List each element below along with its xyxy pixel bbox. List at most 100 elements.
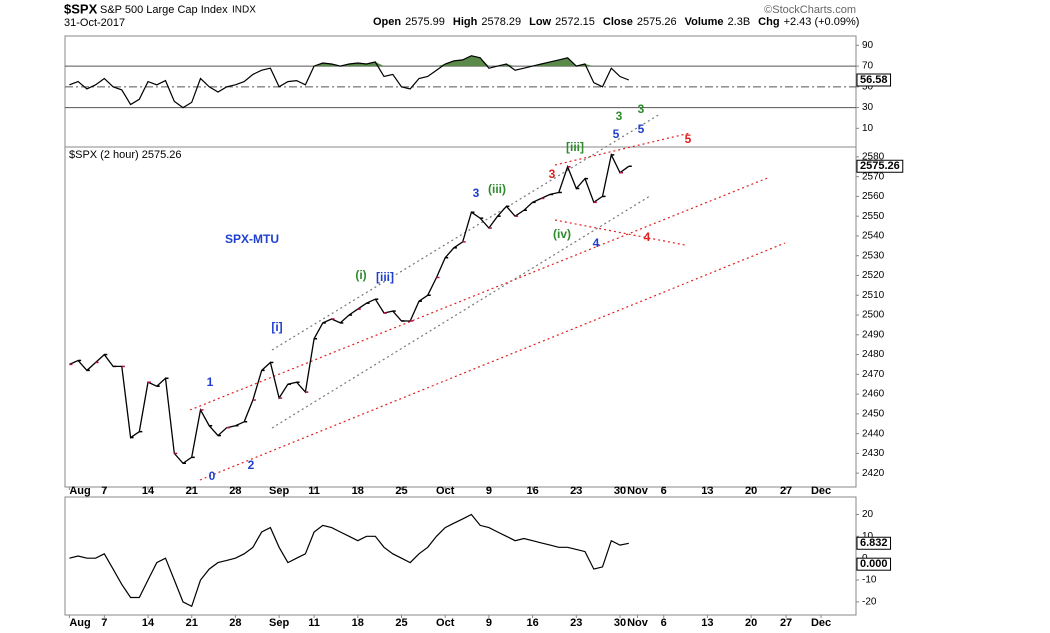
quote-value: 2575.99 bbox=[405, 16, 445, 28]
x-tick-label: Sep bbox=[269, 617, 289, 629]
quote-label: Close bbox=[603, 16, 633, 28]
quote-value: 2578.29 bbox=[481, 16, 521, 28]
x-tick-label: 21 bbox=[186, 485, 198, 497]
oscillator-panel bbox=[64, 496, 857, 616]
trend-line bbox=[189, 176, 771, 411]
copyright: ©StockCharts.com bbox=[764, 4, 856, 16]
wave-label: [iii] bbox=[376, 270, 394, 284]
wave-label: 2 bbox=[248, 458, 255, 472]
x-tick-label: 16 bbox=[526, 617, 538, 629]
wave-label: 5 bbox=[638, 122, 645, 136]
x-tick-label: Nov bbox=[627, 485, 649, 497]
y-tick-label: 10 bbox=[862, 123, 874, 134]
x-tick-label: 23 bbox=[570, 617, 582, 629]
x-tick-label: Aug bbox=[69, 617, 90, 629]
x-tick-label: 27 bbox=[780, 485, 792, 497]
x-tick-label: 9 bbox=[486, 617, 492, 629]
x-tick-label: 16 bbox=[526, 485, 538, 497]
quote-label: Chg bbox=[758, 16, 779, 28]
y-tick-label: 2510 bbox=[862, 290, 885, 301]
x-tick-label: 23 bbox=[570, 485, 582, 497]
y-tick-label: 2560 bbox=[862, 191, 885, 202]
x-tick-label: Oct bbox=[436, 485, 455, 497]
x-tick-label: Oct bbox=[436, 617, 455, 629]
symbol: $SPX bbox=[64, 1, 98, 16]
trend-line bbox=[271, 113, 661, 351]
y-tick-label: 90 bbox=[862, 40, 874, 51]
last-value-label: 2575.26 bbox=[860, 160, 900, 172]
x-tick-label: 20 bbox=[745, 485, 757, 497]
x-tick-label: 30 bbox=[614, 617, 626, 629]
x-tick-label: 28 bbox=[229, 485, 241, 497]
price-panel bbox=[64, 146, 857, 488]
last-value-label-box bbox=[856, 73, 892, 87]
quote-label: Low bbox=[529, 16, 551, 28]
date: 31-Oct-2017 bbox=[64, 17, 125, 29]
legend: $SPX (2 hour) 2575.26 bbox=[69, 149, 182, 161]
y-tick-label: 30 bbox=[862, 102, 874, 113]
wave-label: [i] bbox=[271, 320, 282, 334]
series-line bbox=[69, 55, 630, 109]
y-tick-label: 2500 bbox=[862, 310, 885, 321]
y-tick-label: 2480 bbox=[862, 349, 885, 360]
y-tick-label: 50 bbox=[862, 81, 874, 92]
x-tick-label: 13 bbox=[701, 617, 713, 629]
x-tick-label: 11 bbox=[308, 485, 320, 497]
last-value-label: 56.58 bbox=[860, 74, 888, 86]
y-tick-label: 10 bbox=[862, 531, 874, 542]
series-line bbox=[69, 513, 629, 608]
y-tick-label: 2490 bbox=[862, 329, 885, 340]
wave-label: [iii] bbox=[566, 140, 584, 154]
wave-label: (i) bbox=[355, 268, 366, 282]
x-tick-label: 18 bbox=[352, 617, 364, 629]
x-tick-label: 14 bbox=[142, 485, 155, 497]
y-tick-label: 2460 bbox=[862, 389, 885, 400]
y-tick-label: -20 bbox=[862, 597, 877, 608]
quote-value: 2.3B bbox=[728, 16, 751, 28]
quote-value: +2.43 (+0.09%) bbox=[784, 16, 860, 28]
wave-label: 5 bbox=[613, 127, 620, 141]
x-tick-label: Nov bbox=[627, 617, 649, 629]
x-tick-label: 20 bbox=[745, 617, 757, 629]
wave-label: 4 bbox=[644, 230, 651, 244]
wave-label: 3 bbox=[549, 167, 556, 181]
wave-label: 3 bbox=[473, 186, 480, 200]
wave-label: 3 bbox=[638, 102, 645, 116]
wave-label: 3 bbox=[616, 109, 623, 123]
y-tick-label: 70 bbox=[862, 61, 874, 72]
quote-value: 2572.15 bbox=[555, 16, 595, 28]
wave-label: 1 bbox=[207, 375, 214, 389]
y-tick-label: 2470 bbox=[862, 369, 885, 380]
x-tick-label: 9 bbox=[486, 485, 492, 497]
x-tick-label: 28 bbox=[229, 617, 241, 629]
wave-label: (iv) bbox=[553, 227, 571, 241]
trend-lines bbox=[189, 113, 786, 481]
x-tick-label: 7 bbox=[101, 485, 107, 497]
quote-label: High bbox=[453, 16, 478, 28]
x-tick-label: Dec bbox=[811, 617, 831, 629]
x-tick-label: 30 bbox=[614, 485, 626, 497]
wave-label: (iii) bbox=[488, 182, 506, 196]
quote-label: Open bbox=[373, 16, 401, 28]
y-tick-label: 2530 bbox=[862, 250, 885, 261]
y-tick-label: 2580 bbox=[862, 152, 885, 163]
trend-line bbox=[554, 219, 686, 246]
y-tick-label: 2550 bbox=[862, 211, 885, 222]
quote-bar: Open 2575.99 High 2578.29 Low 2572.15 Close 257… bbox=[373, 16, 859, 28]
y-tick-label: 20 bbox=[862, 509, 874, 520]
annotation: SPX-MTU bbox=[225, 232, 279, 246]
x-tick-label: 14 bbox=[142, 617, 155, 629]
x-tick-label: Dec bbox=[811, 485, 831, 497]
x-tick-label: Aug bbox=[69, 485, 90, 497]
trend-line bbox=[199, 242, 786, 481]
wave-label: 5 bbox=[685, 132, 692, 146]
x-tick-label: 21 bbox=[186, 617, 198, 629]
y-tick-label: -10 bbox=[862, 575, 877, 586]
marker-label: 6.832 bbox=[860, 537, 888, 549]
y-tick-label: 2570 bbox=[862, 171, 885, 182]
y-tick-label: 2420 bbox=[862, 468, 885, 479]
y-tick-label: 2450 bbox=[862, 409, 885, 420]
x-tick-label: 25 bbox=[395, 617, 407, 629]
